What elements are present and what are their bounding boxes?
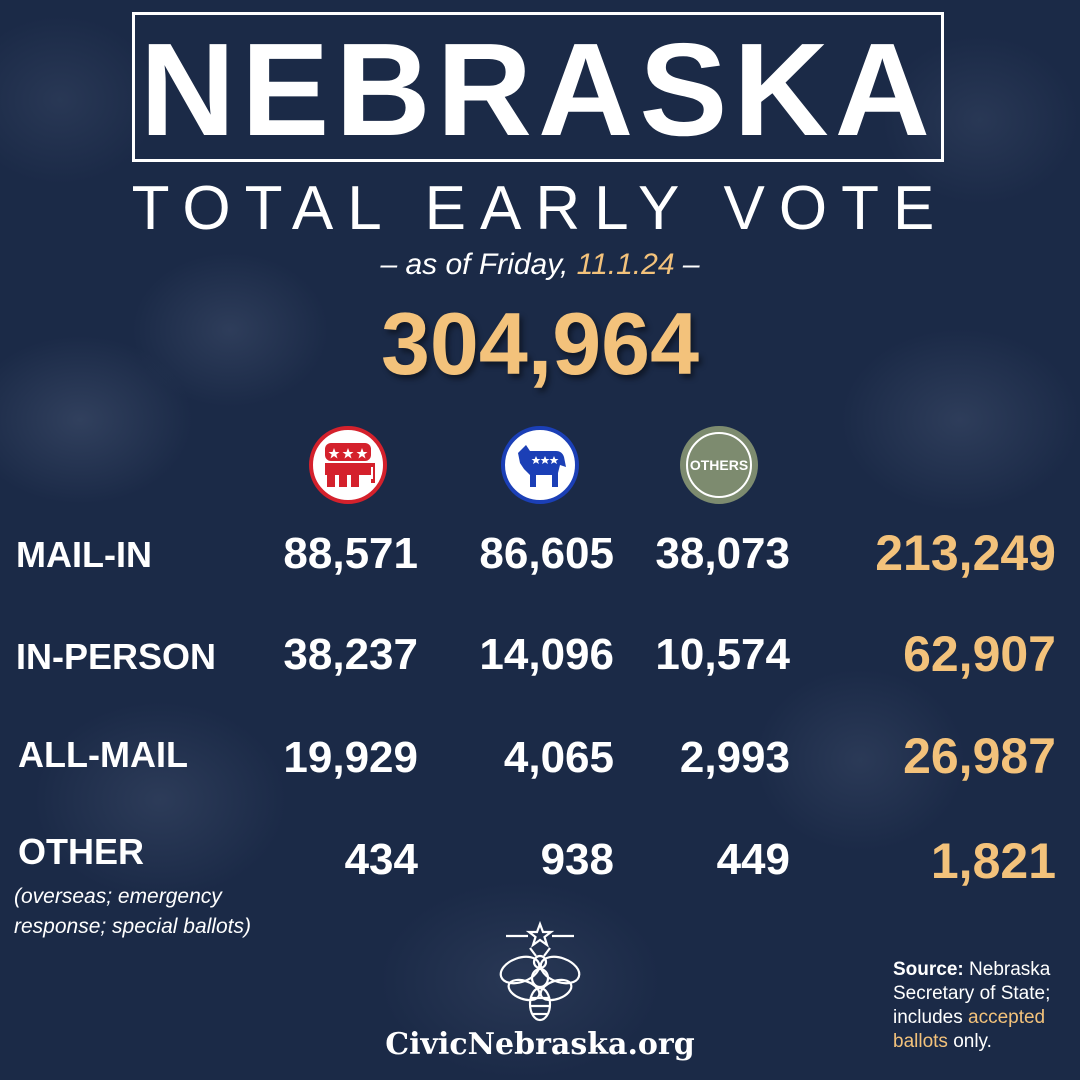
mail-in-democrat: 86,605 [479,529,614,578]
as-of-line: – as of Friday, 11.1.24 – [0,250,1080,280]
all-mail-republican: 19,929 [283,733,418,782]
row-label-mail-in: MAIL-IN [16,534,152,575]
in-person-others: 10,574 [655,630,790,679]
subtitle: TOTAL EARLY VOTE [131,174,949,243]
all-mail-total: 26,987 [903,728,1056,784]
source-label: Source: [893,959,964,980]
in-person-republican: 38,237 [283,630,418,679]
grand-total: 304,964 [380,294,700,393]
site-url: CivicNebraska.org [385,1027,695,1062]
others-label: OTHERS [686,432,752,498]
in-person-democrat: 14,096 [479,630,614,679]
mail-in-others: 38,073 [655,529,790,578]
row-label-other: OTHER [18,831,144,872]
other-footnote-line-2: response; special ballots) [14,915,251,938]
republican-elephant-icon [309,426,387,504]
source-note: Source: Nebraska Secretary of State; inc… [893,958,1073,1054]
page-title: NEBRASKA [139,16,937,163]
as-of-suffix: – [674,248,700,281]
source-text-2: only. [947,1031,992,1052]
row-label-all-mail: ALL-MAIL [18,734,188,775]
title-frame: NEBRASKA [132,12,944,162]
row-label-in-person: IN-PERSON [16,636,217,677]
other-democrat: 938 [540,835,614,884]
democratic-donkey-icon [501,426,579,504]
other-republican: 434 [344,835,418,884]
source-text-1: Nebraska Secretary of State; includes [893,959,1051,1028]
other-footnote: (overseas; emergency response; special b… [14,882,251,942]
as-of-date: 11.1.24 [576,248,675,281]
other-footnote-line-1: (overseas; emergency [14,885,222,908]
source-accent: accepted ballots [893,1007,1046,1052]
bee-star-logo-icon [490,920,590,1030]
all-mail-democrat: 4,065 [503,733,614,782]
other-total: 1,821 [930,833,1056,889]
mail-in-total: 213,249 [875,525,1056,581]
as-of-prefix: – as of Friday, [380,248,577,281]
others-badge: OTHERS [680,426,758,504]
other-others: 449 [716,835,790,884]
all-mail-others: 2,993 [679,733,790,782]
mail-in-republican: 88,571 [283,529,418,578]
in-person-total: 62,907 [903,626,1056,682]
